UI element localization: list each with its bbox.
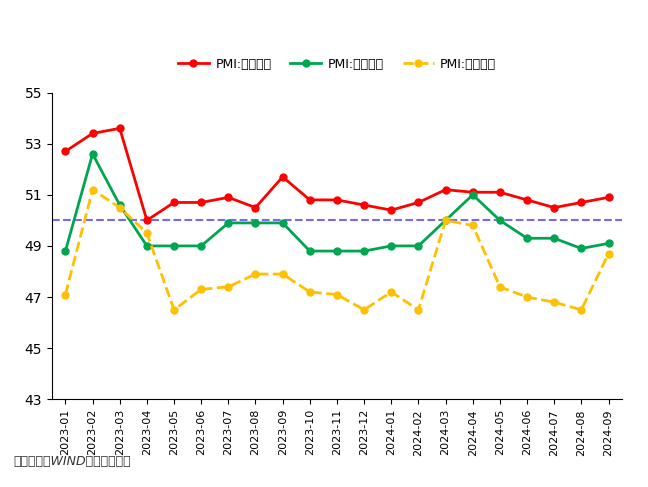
PMI:大型企业 [224, 194, 232, 200]
PMI:小型企业 [469, 223, 477, 228]
PMI:大型企业 [496, 189, 503, 195]
PMI:中型企业 [62, 248, 69, 254]
PMI:大型企业 [143, 217, 151, 223]
PMI:大型企业 [116, 126, 124, 131]
PMI:中型企业 [116, 202, 124, 208]
PMI:大型企业 [197, 200, 205, 206]
PMI:中型企业 [306, 248, 314, 254]
PMI:中型企业 [360, 248, 368, 254]
PMI:中型企业 [523, 235, 531, 241]
Legend: PMI:大型企业, PMI:中型企业, PMI:小型企业: PMI:大型企业, PMI:中型企业, PMI:小型企业 [173, 53, 501, 76]
PMI:小型企业 [306, 289, 314, 295]
PMI:中型企业 [279, 220, 286, 226]
PMI:小型企业 [89, 187, 97, 192]
Line: PMI:小型企业: PMI:小型企业 [62, 186, 612, 313]
PMI:大型企业 [62, 149, 69, 154]
PMI:小型企业 [197, 286, 205, 292]
PMI:小型企业 [577, 307, 585, 313]
PMI:中型企业 [143, 243, 151, 249]
PMI:大型企业 [388, 207, 395, 213]
PMI:中型企业 [469, 192, 477, 198]
PMI:小型企业 [442, 217, 450, 223]
PMI:中型企业 [442, 217, 450, 223]
PMI:大型企业 [415, 200, 422, 206]
Line: PMI:中型企业: PMI:中型企业 [62, 150, 612, 255]
PMI:小型企业 [251, 271, 259, 277]
PMI:大型企业 [306, 197, 314, 203]
PMI:大型企业 [442, 187, 450, 192]
PMI:中型企业 [89, 151, 97, 157]
PMI:小型企业 [523, 294, 531, 300]
Text: 图 2：9月大中小型企业 PMI 分化有所收敛（%）: 图 2：9月大中小型企业 PMI 分化有所收敛（%） [13, 28, 295, 45]
PMI:中型企业 [224, 220, 232, 226]
PMI:中型企业 [605, 241, 612, 246]
PMI:小型企业 [170, 307, 178, 313]
PMI:中型企业 [333, 248, 341, 254]
Line: PMI:大型企业: PMI:大型企业 [62, 125, 612, 224]
PMI:大型企业 [333, 197, 341, 203]
PMI:小型企业 [415, 307, 422, 313]
PMI:小型企业 [143, 230, 151, 236]
PMI:小型企业 [388, 289, 395, 295]
PMI:小型企业 [224, 284, 232, 290]
PMI:大型企业 [170, 200, 178, 206]
PMI:大型企业 [279, 174, 286, 180]
PMI:中型企业 [170, 243, 178, 249]
PMI:小型企业 [62, 292, 69, 298]
PMI:大型企业 [605, 194, 612, 200]
PMI:小型企业 [116, 205, 124, 210]
Text: 资料来源：WIND，财信研究院: 资料来源：WIND，财信研究院 [13, 454, 131, 468]
PMI:中型企业 [415, 243, 422, 249]
PMI:小型企业 [496, 284, 503, 290]
PMI:中型企业 [388, 243, 395, 249]
PMI:中型企业 [577, 245, 585, 251]
PMI:大型企业 [89, 131, 97, 136]
PMI:大型企业 [550, 205, 558, 210]
PMI:大型企业 [523, 197, 531, 203]
PMI:中型企业 [496, 217, 503, 223]
PMI:中型企业 [197, 243, 205, 249]
PMI:大型企业 [577, 200, 585, 206]
PMI:中型企业 [550, 235, 558, 241]
PMI:小型企业 [333, 292, 341, 298]
PMI:小型企业 [279, 271, 286, 277]
PMI:小型企业 [605, 251, 612, 257]
PMI:小型企业 [550, 300, 558, 305]
PMI:大型企业 [360, 202, 368, 208]
PMI:大型企业 [251, 205, 259, 210]
PMI:中型企业 [251, 220, 259, 226]
PMI:大型企业 [469, 189, 477, 195]
PMI:小型企业 [360, 307, 368, 313]
